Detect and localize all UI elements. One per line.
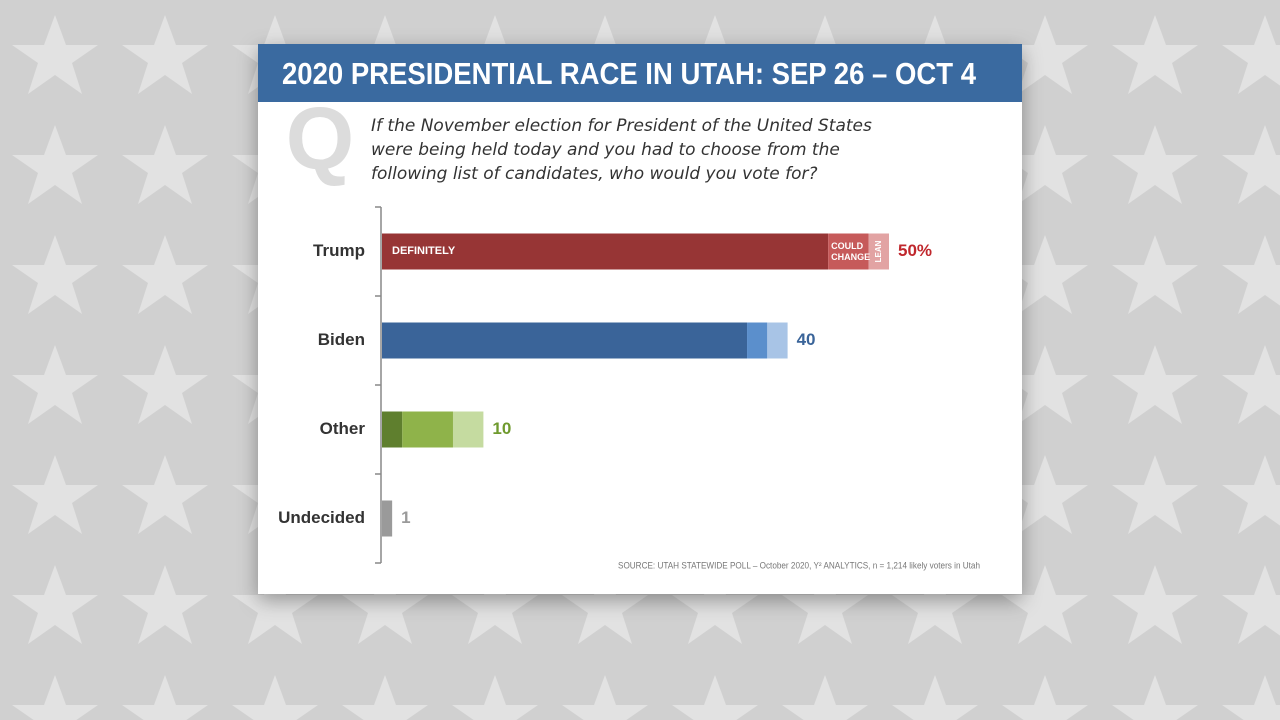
total-label: 50% — [898, 241, 932, 260]
bar-segment — [382, 411, 403, 448]
header — [258, 44, 1022, 102]
total-label: 10 — [492, 419, 511, 438]
q-icon: Q — [286, 88, 354, 187]
bar-segment — [868, 233, 889, 270]
legend-label: DEFINITELY — [392, 244, 456, 257]
bar-segment — [382, 233, 829, 270]
bar-segment — [382, 500, 393, 537]
chart-title: 2020 PRESIDENTIAL RACE IN UTAH: SEP 26 –… — [282, 56, 977, 91]
total-label: 40 — [797, 330, 816, 349]
category-label: Biden — [318, 330, 365, 349]
bar-segment — [747, 322, 768, 359]
bar-segment — [828, 233, 869, 270]
category-label: Other — [320, 419, 366, 438]
question: If the November election for President o… — [371, 116, 872, 184]
total-label: 1 — [401, 508, 410, 527]
category-label: Trump — [313, 241, 365, 260]
legend-label: COULD CHANGE — [831, 240, 871, 262]
bar-segment — [402, 411, 453, 448]
bar-segment — [767, 322, 788, 359]
bar-segment — [452, 411, 484, 448]
source: SOURCE: UTAH STATEWIDE POLL – October 20… — [618, 560, 980, 570]
legend-label: LEAN — [874, 240, 883, 262]
category-label: Undecided — [278, 508, 365, 527]
bar-segment — [382, 322, 748, 359]
